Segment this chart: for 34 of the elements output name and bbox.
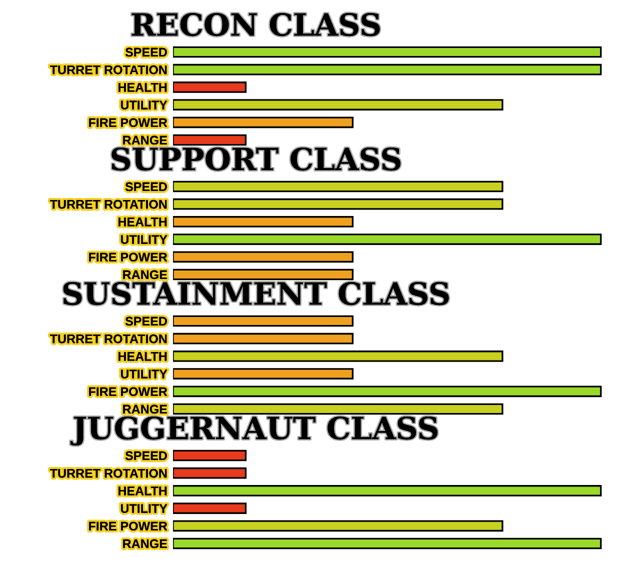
y-tick-label: UTILITY <box>120 370 168 378</box>
y-tick-label: FIRE POWER <box>89 252 168 262</box>
y-tick-label: RANGE <box>123 539 167 548</box>
chart-title: RECON CLASS <box>132 12 380 36</box>
bar <box>173 99 504 110</box>
y-tick-label: HEALTH <box>118 486 167 496</box>
y-tick-label: TURRET ROTATION <box>50 200 167 209</box>
y-tick-label: UTILITY <box>120 504 168 513</box>
y-tick-label: TURRET ROTATION <box>50 65 167 74</box>
y-tick-label: RANGE <box>123 136 167 145</box>
y-tick-label: HEALTH <box>118 352 167 361</box>
y-tick-label: HEALTH <box>118 218 167 226</box>
bar <box>173 116 354 128</box>
y-tick-label: SPEED <box>125 451 167 460</box>
y-tick-label: SPEED <box>125 48 167 57</box>
chart-title: JUGGERNAUT CLASS <box>70 416 438 446</box>
y-tick-label: FIRE POWER <box>89 522 168 531</box>
bar <box>173 82 247 93</box>
bar <box>173 134 247 146</box>
y-tick-label: TURRET ROTATION <box>50 334 167 344</box>
y-tick-label: UTILITY <box>120 100 168 110</box>
y-tick-label: HEALTH <box>118 83 167 92</box>
bar <box>173 64 602 76</box>
bar <box>173 46 602 58</box>
y-tick-label: SPEED <box>125 182 167 192</box>
y-tick-label: SPEED <box>125 316 167 326</box>
y-tick-label: RANGE <box>123 404 167 414</box>
y-tick-label: TURRET ROTATION <box>50 468 167 478</box>
y-tick-label: RANGE <box>123 270 167 280</box>
y-tick-label: FIRE POWER <box>89 387 168 396</box>
y-tick-label: FIRE POWER <box>89 118 168 128</box>
y-tick-label: UTILITY <box>120 235 168 244</box>
chart-title: SUSTAINMENT CLASS <box>63 282 449 306</box>
chart-title: SUPPORT CLASS <box>112 147 400 171</box>
